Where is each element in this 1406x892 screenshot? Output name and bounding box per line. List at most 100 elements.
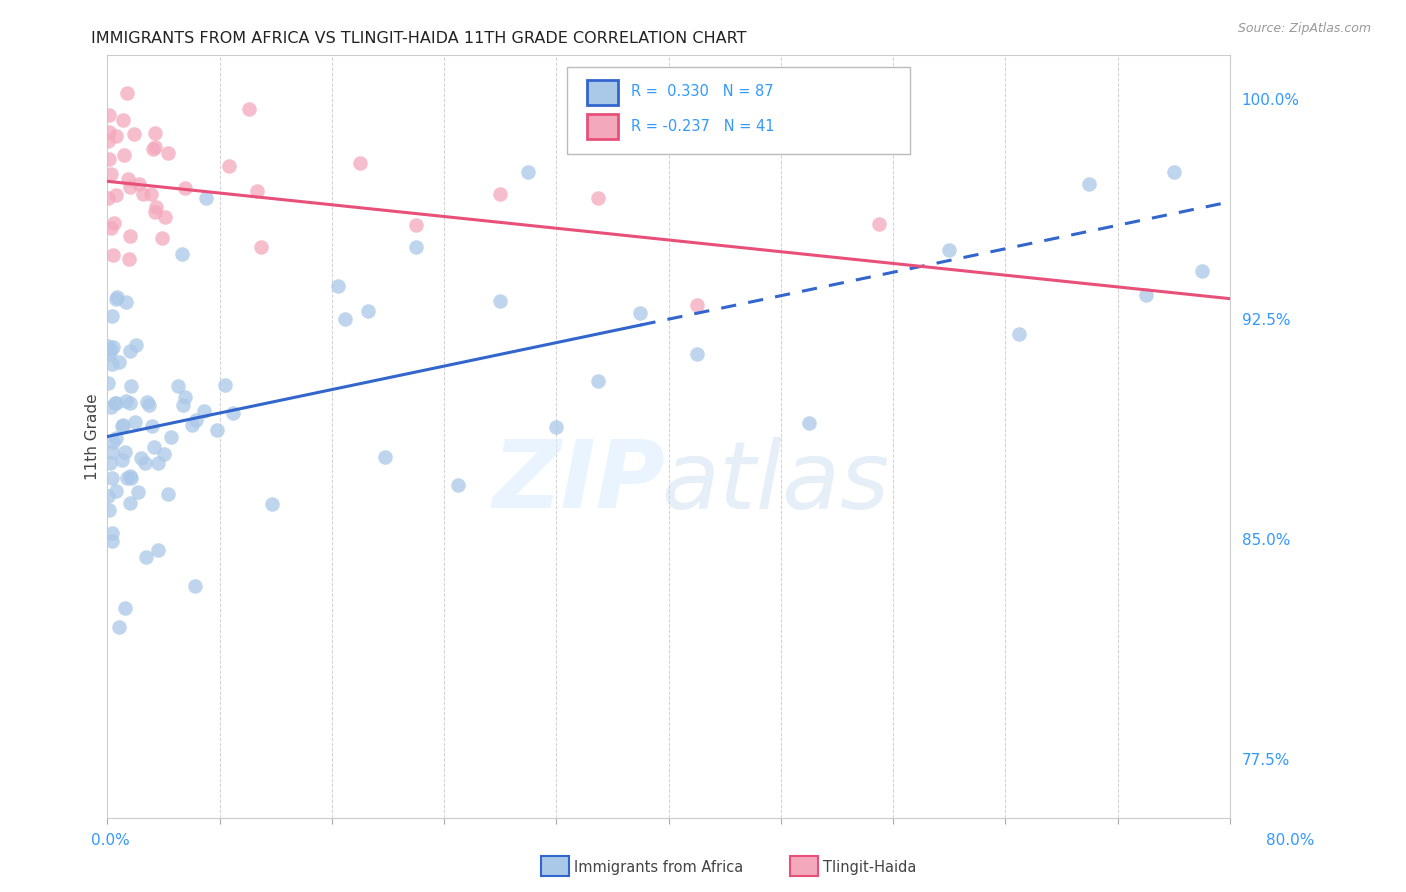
Point <box>262 497 284 511</box>
Point <box>489 293 512 308</box>
Point <box>112 148 135 162</box>
Point <box>103 340 125 354</box>
Point <box>111 452 134 467</box>
Point <box>222 405 245 419</box>
Point <box>120 344 142 359</box>
Point <box>100 343 122 357</box>
Point <box>134 456 156 470</box>
Point <box>103 216 125 230</box>
Point <box>156 145 179 160</box>
Point <box>100 400 122 414</box>
Point <box>101 247 124 261</box>
Point <box>120 379 142 393</box>
Text: Immigrants from Africa: Immigrants from Africa <box>574 860 742 874</box>
Point <box>104 484 127 499</box>
Point <box>107 620 129 634</box>
Point <box>150 231 173 245</box>
Point <box>120 468 142 483</box>
Point <box>145 200 167 214</box>
Point <box>98 456 121 470</box>
Point <box>114 394 136 409</box>
Text: 80.0%: 80.0% <box>1267 833 1315 847</box>
Point <box>132 186 155 201</box>
Point <box>101 525 124 540</box>
Point <box>104 129 127 144</box>
Point <box>100 167 122 181</box>
Point <box>357 304 380 318</box>
Point <box>101 357 124 371</box>
Point <box>135 395 157 409</box>
Point <box>333 312 356 326</box>
Bar <box>586 114 619 139</box>
Point <box>118 496 141 510</box>
Point <box>167 378 190 392</box>
Text: R =  0.330   N = 87: R = 0.330 N = 87 <box>631 84 775 99</box>
Point <box>128 177 150 191</box>
Point <box>114 600 136 615</box>
Point <box>153 448 176 462</box>
Point <box>184 580 207 594</box>
Point <box>405 240 427 254</box>
Point <box>250 240 273 254</box>
Point <box>405 218 427 232</box>
Point <box>489 186 512 201</box>
Point <box>326 279 349 293</box>
Point <box>546 420 568 434</box>
Point <box>374 450 396 464</box>
Point <box>97 134 120 148</box>
Point <box>101 434 124 449</box>
Text: Tlingit-Haida: Tlingit-Haida <box>823 860 915 874</box>
Point <box>129 451 152 466</box>
Point <box>110 418 132 433</box>
Text: ZIP: ZIP <box>492 436 665 528</box>
Point <box>195 192 218 206</box>
Y-axis label: 11th Grade: 11th Grade <box>86 393 100 480</box>
Point <box>181 417 204 432</box>
Point <box>105 431 128 445</box>
Point <box>100 445 122 459</box>
Point <box>685 347 707 361</box>
Point <box>184 413 207 427</box>
Point <box>118 179 141 194</box>
Point <box>120 228 142 243</box>
Point <box>1135 287 1157 301</box>
Point <box>111 418 134 433</box>
Point <box>938 243 960 257</box>
Point <box>115 295 138 310</box>
Point <box>1191 264 1213 278</box>
Point <box>135 549 157 564</box>
Point <box>105 292 128 306</box>
Point <box>125 338 148 352</box>
Point <box>98 107 121 121</box>
Point <box>138 398 160 412</box>
Point <box>104 396 127 410</box>
Text: IMMIGRANTS FROM AFRICA VS TLINGIT-HAIDA 11TH GRADE CORRELATION CHART: IMMIGRANTS FROM AFRICA VS TLINGIT-HAIDA … <box>91 31 747 46</box>
Point <box>97 347 120 361</box>
Point <box>173 390 195 404</box>
Point <box>238 103 260 117</box>
Point <box>127 484 149 499</box>
Point <box>145 126 167 140</box>
Point <box>101 533 124 548</box>
Point <box>98 152 121 166</box>
Point <box>104 396 127 410</box>
Text: R = -0.237   N = 41: R = -0.237 N = 41 <box>631 119 775 134</box>
Point <box>114 445 136 459</box>
Point <box>142 142 165 156</box>
Point <box>172 398 194 412</box>
Point <box>141 419 163 434</box>
Point <box>97 376 120 390</box>
Point <box>105 290 128 304</box>
Point <box>630 306 652 320</box>
Point <box>193 403 215 417</box>
Point <box>100 471 122 485</box>
Point <box>120 395 142 409</box>
Point <box>101 309 124 323</box>
Point <box>118 252 141 266</box>
Point <box>146 543 169 558</box>
Point <box>97 489 120 503</box>
Point <box>1163 165 1185 179</box>
Point <box>115 87 138 101</box>
Point <box>214 377 236 392</box>
Point <box>146 456 169 470</box>
